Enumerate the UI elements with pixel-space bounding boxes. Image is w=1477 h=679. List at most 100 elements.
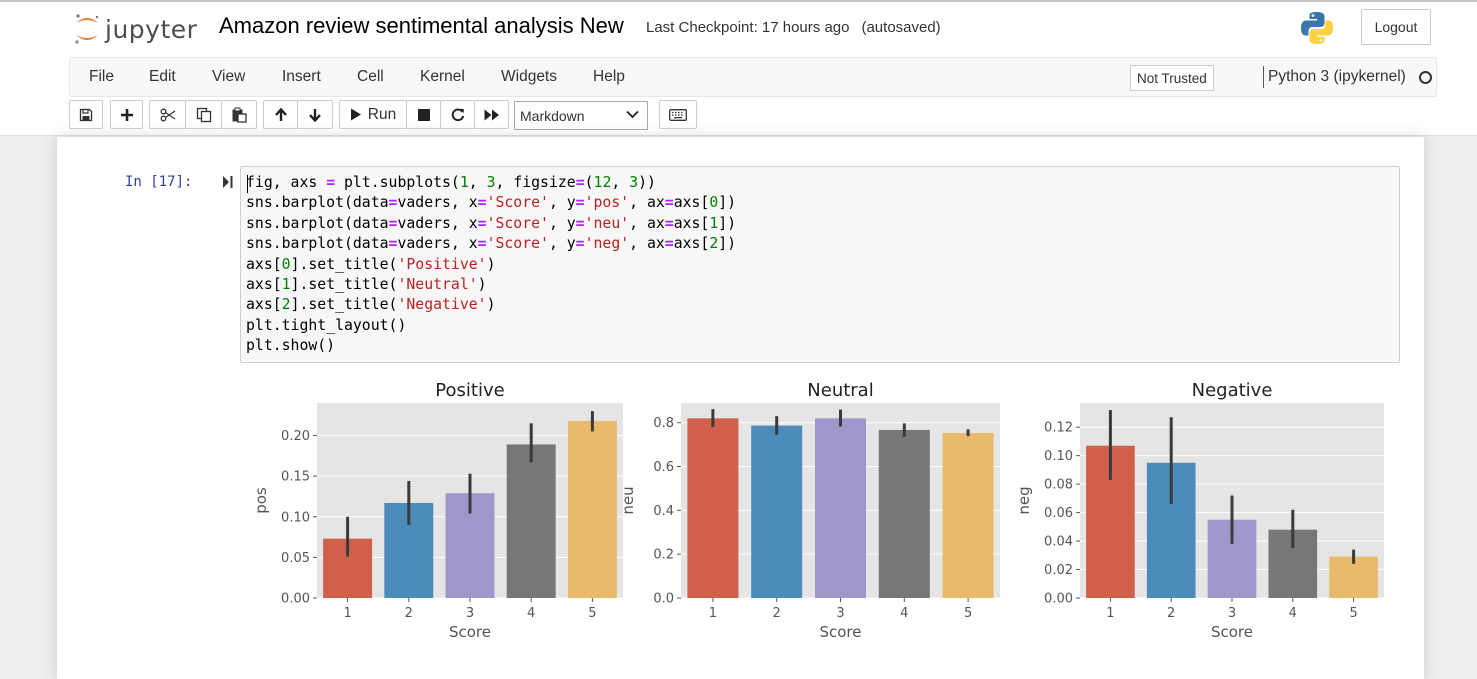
run-button[interactable]: Run xyxy=(339,100,407,129)
logout-button[interactable]: Logout xyxy=(1361,9,1431,45)
restart-button[interactable] xyxy=(440,100,475,129)
last-checkpoint: Last Checkpoint: 17 hours ago xyxy=(646,19,850,36)
y-tick-label: 0.06 xyxy=(1044,506,1073,521)
save-icon xyxy=(79,108,93,121)
bar xyxy=(506,444,556,598)
cell-type-value: Markdown xyxy=(520,107,585,124)
y-tick-label: 0.20 xyxy=(281,429,310,444)
arrow-up-icon xyxy=(274,107,287,121)
cut-button[interactable] xyxy=(149,100,186,129)
code-line: sns.barplot(data=vaders, x='Score', y='n… xyxy=(246,234,736,254)
insert-cell-button[interactable] xyxy=(110,100,143,129)
x-tick-label: 2 xyxy=(773,606,781,621)
code-token: = xyxy=(477,214,487,232)
trust-button[interactable]: Not Trusted xyxy=(1130,65,1214,91)
cell-output-plots: 0.000.050.100.150.201 2 3 4 5PositiveScorepo… xyxy=(252,380,1384,641)
move-down-button[interactable] xyxy=(297,100,333,129)
code-token: = xyxy=(575,174,585,191)
code-line: axs[1].set_title('Neutral') xyxy=(246,275,736,295)
input-prompt: In [17]: xyxy=(125,174,193,190)
code-token: 3 xyxy=(629,174,639,191)
y-tick-label: 0.10 xyxy=(281,510,310,525)
code-token: 2 xyxy=(281,296,291,314)
menu-file[interactable]: File xyxy=(89,68,114,85)
code-token: axs[ xyxy=(673,235,710,253)
kernel-divider xyxy=(1263,66,1264,88)
play-icon xyxy=(350,108,361,121)
menu-bar: File Edit View Insert Cell Kernel Widget… xyxy=(69,57,1437,97)
x-tick-label: 1 xyxy=(343,606,351,621)
code-token: 'Score' xyxy=(486,235,549,253)
code-token: axs[ xyxy=(246,255,282,273)
code-token: , xyxy=(611,174,630,191)
code-token: 0 xyxy=(281,255,291,273)
code-line: plt.tight_layout() xyxy=(246,316,736,336)
jupyter-logo[interactable]: jupyter xyxy=(73,10,197,48)
menu-kernel[interactable]: Kernel xyxy=(420,68,465,85)
copy-icon xyxy=(196,107,211,122)
interrupt-button[interactable] xyxy=(406,100,441,129)
x-tick-label: 2 xyxy=(1167,606,1175,621)
copy-button[interactable] xyxy=(185,100,222,129)
code-token: ].set_title( xyxy=(290,255,398,273)
x-tick-label: 3 xyxy=(836,606,844,621)
code-token: = xyxy=(575,194,585,212)
x-tick-label: 1 xyxy=(709,606,717,621)
move-up-button[interactable] xyxy=(263,100,298,129)
code-token: = xyxy=(477,194,487,212)
code-token: sns.barplot(data xyxy=(246,235,389,253)
arrow-down-icon xyxy=(309,108,321,122)
notebook-name[interactable]: Amazon review sentimental analysis New xyxy=(219,13,624,38)
stop-icon xyxy=(417,108,430,121)
y-tick-label: 0.0 xyxy=(653,592,674,607)
menu-widgets[interactable]: Widgets xyxy=(501,68,557,85)
bar xyxy=(567,420,617,598)
command-palette-button[interactable] xyxy=(659,100,697,129)
save-button[interactable] xyxy=(69,100,103,129)
y-tick-label: 0.8 xyxy=(653,416,674,431)
code-line: fig, axs = plt.subplots(1, 3, figsize=(1… xyxy=(246,173,736,193)
code-token: , ax xyxy=(629,214,665,232)
kernel-name[interactable]: Python 3 (ipykernel) xyxy=(1268,68,1406,85)
code-token: ]) xyxy=(718,235,737,253)
menu-insert[interactable]: Insert xyxy=(282,68,321,85)
code-token: 'neg' xyxy=(584,235,630,253)
code-token: 1 xyxy=(459,174,469,191)
code-token: 'neu' xyxy=(584,214,630,232)
code-token: 2 xyxy=(709,235,719,253)
code-input[interactable]: fig, axs = plt.subplots(1, 3, figsize=(1… xyxy=(240,166,1400,363)
code-token: vaders, x xyxy=(397,214,478,232)
code-token: ].set_title( xyxy=(290,276,398,294)
x-tick-label: 2 xyxy=(405,606,413,621)
code-token: vaders, x xyxy=(397,235,478,253)
menu-cell[interactable]: Cell xyxy=(357,68,384,85)
code-token: = xyxy=(664,214,674,232)
code-token: plt.show() xyxy=(246,337,336,355)
cut-icon xyxy=(160,108,175,121)
code-token: , ax xyxy=(629,235,665,253)
y-tick-label: 0.15 xyxy=(281,470,310,485)
code-token: 12 xyxy=(593,174,612,191)
x-axis-label: Score xyxy=(819,623,861,641)
chart-title: Neutral xyxy=(807,380,873,401)
code-token: sns.barplot(data xyxy=(246,194,389,212)
menu-edit[interactable]: Edit xyxy=(149,68,176,85)
jupyter-logo-icon xyxy=(75,14,99,44)
x-tick-label: 3 xyxy=(466,606,474,621)
menu-view[interactable]: View xyxy=(212,68,246,85)
paste-icon xyxy=(232,107,247,123)
bar xyxy=(814,418,867,598)
menu-help[interactable]: Help xyxy=(593,68,625,85)
restart-run-all-button[interactable] xyxy=(474,100,509,129)
code-token: fig, axs xyxy=(246,174,327,191)
code-editor: fig, axs = plt.subplots(1, 3, figsize=(1… xyxy=(246,173,736,357)
cell-type-select[interactable]: Markdown xyxy=(514,101,648,130)
chart-title: Negative xyxy=(1192,380,1273,401)
keyboard-icon xyxy=(669,108,687,121)
python-logo-icon xyxy=(1301,12,1333,44)
code-token: ) xyxy=(477,276,487,294)
y-axis-label: neg xyxy=(1015,486,1033,514)
paste-button[interactable] xyxy=(221,100,257,129)
y-tick-label: 0.10 xyxy=(1044,449,1073,464)
x-tick-label: 1 xyxy=(1106,606,1114,621)
